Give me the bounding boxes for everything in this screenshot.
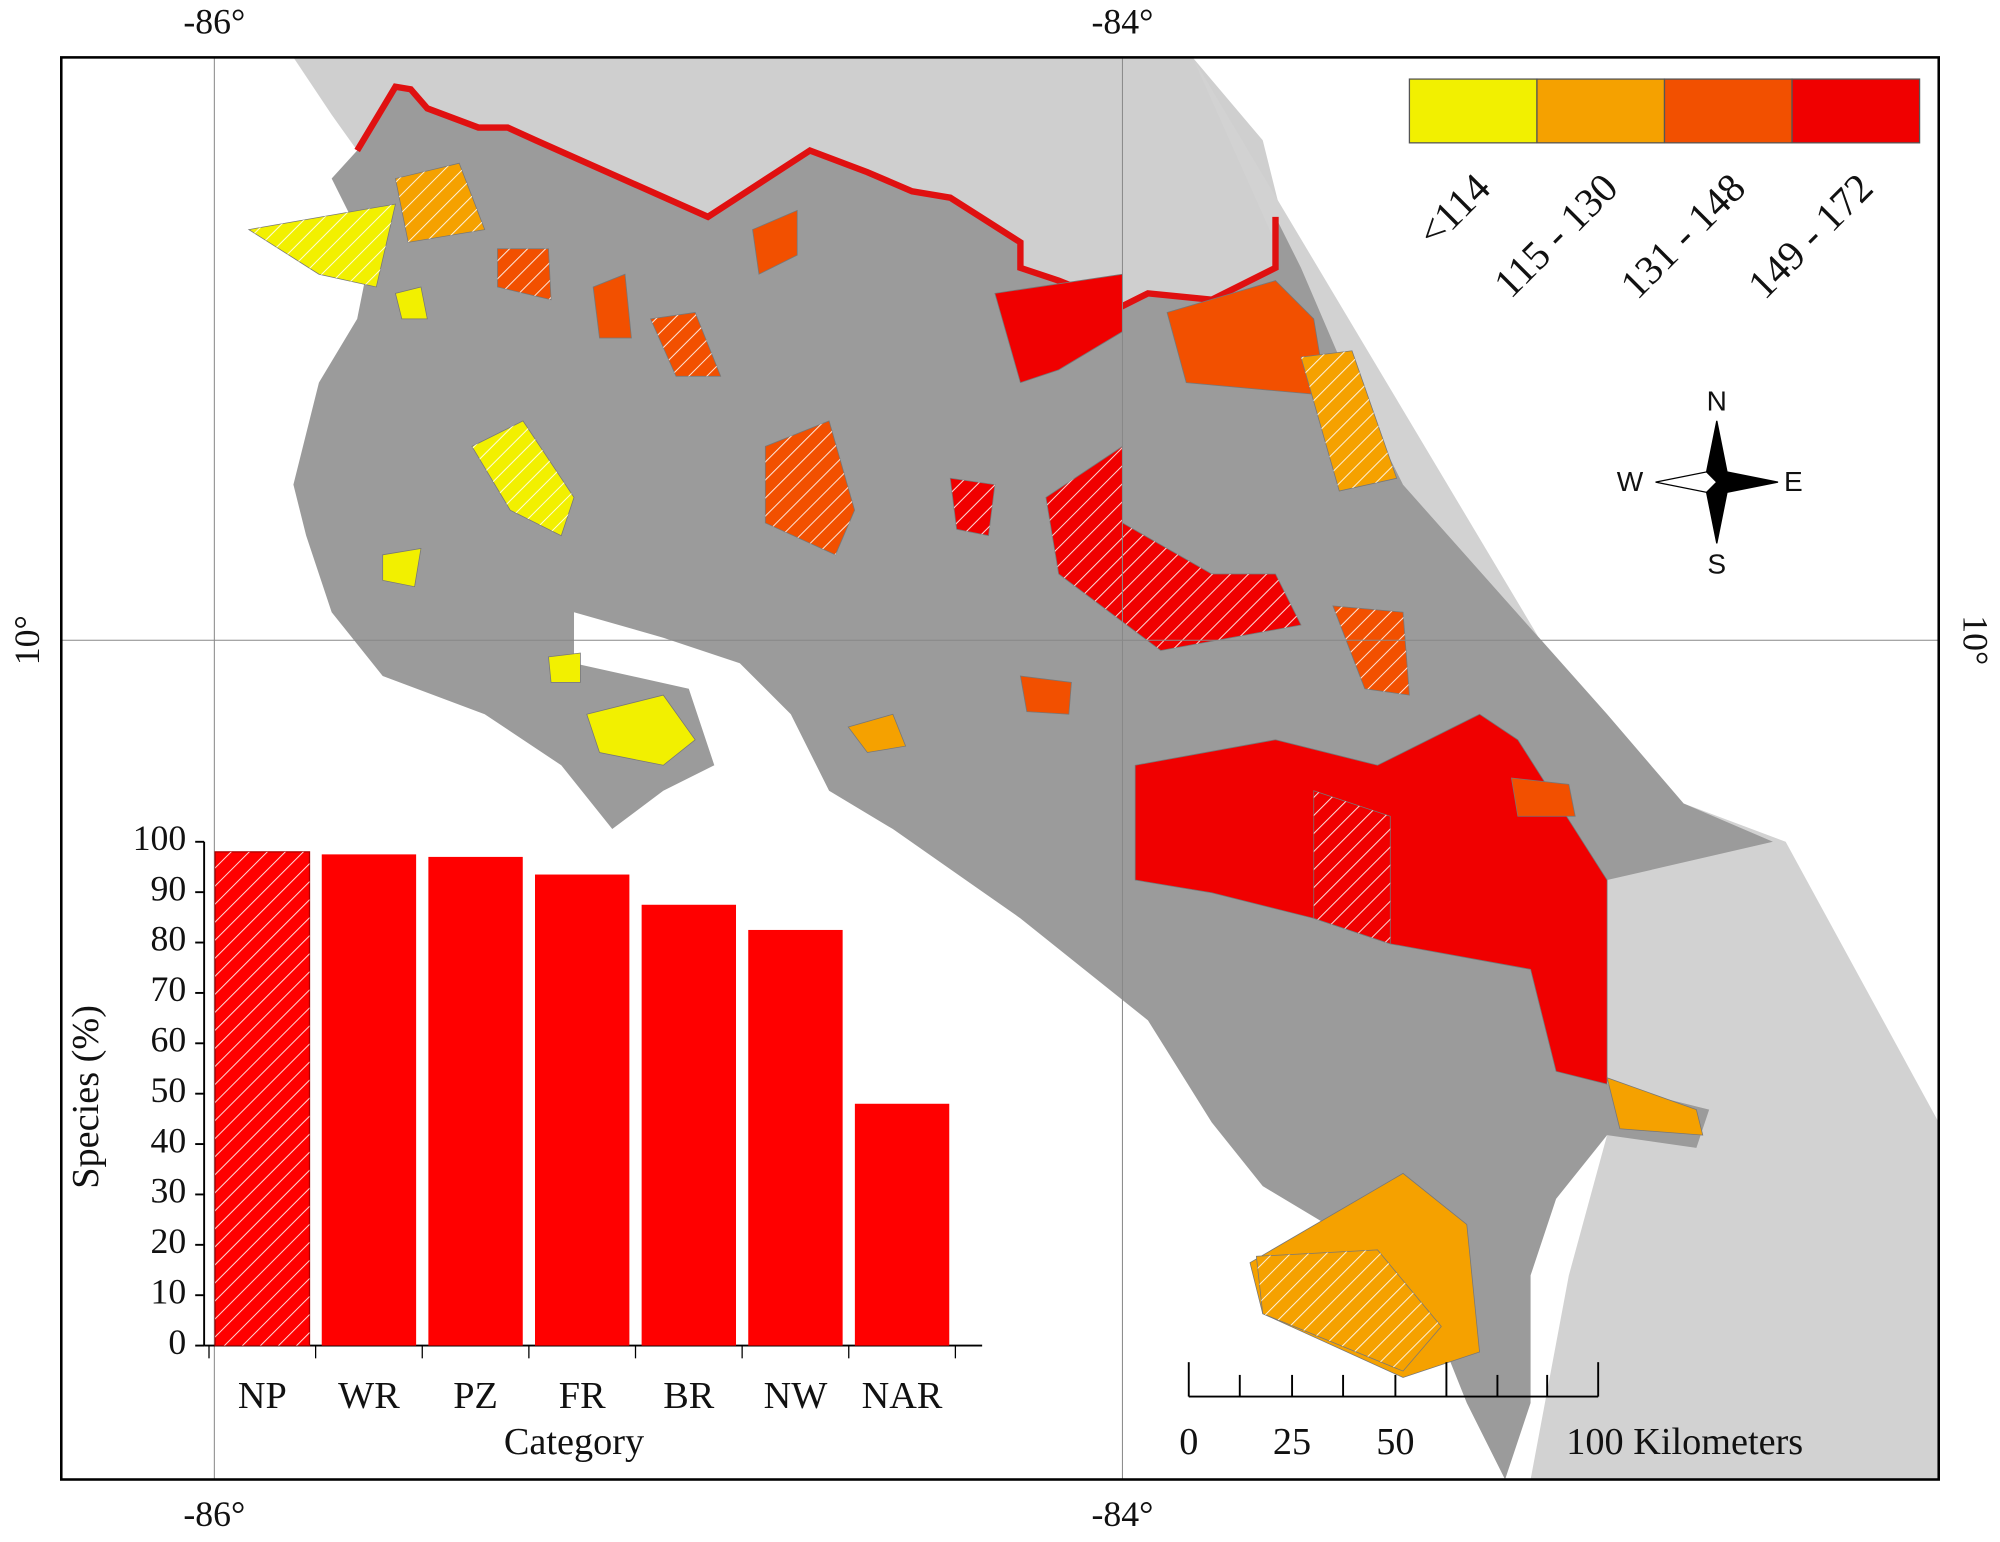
hatch-overlay [1256, 1249, 1442, 1372]
y-tick-label: 50 [151, 1070, 187, 1110]
scale-label: 50 [1376, 1421, 1414, 1463]
y-tick-label: 20 [151, 1221, 187, 1261]
legend-swatch [1791, 78, 1921, 144]
border-line [354, 83, 1279, 310]
protected-area [394, 286, 428, 320]
y-axis-title: Species (%) [65, 1005, 107, 1189]
hatch-overlay [395, 163, 485, 243]
y-tick-label: 80 [151, 919, 187, 959]
protected-area [752, 209, 798, 275]
protected-area [548, 652, 581, 683]
map-frame [60, 56, 1940, 1481]
x-axis-title: Category [504, 1421, 644, 1463]
protected-area [1606, 1077, 1704, 1136]
protected-area [1019, 675, 1072, 715]
lat-label: 10° [1956, 615, 1996, 665]
hatch-overlay [1332, 605, 1410, 696]
protected-area [994, 273, 1123, 384]
x-tick-label: WR [338, 1375, 400, 1417]
x-tick-label: FR [559, 1375, 606, 1417]
y-tick-label: 10 [151, 1271, 187, 1311]
lat-label: 10° [7, 615, 47, 665]
y-tick-label: 90 [151, 868, 187, 908]
panama-and-coast [1192, 57, 1939, 1480]
lon-label: -86° [183, 2, 245, 42]
y-tick-label: 30 [151, 1171, 187, 1211]
x-tick-label: NAR [862, 1375, 943, 1417]
nicaragua [293, 57, 1282, 307]
bar-hatch [215, 851, 310, 1346]
scale-label: 25 [1273, 1421, 1311, 1463]
protected-area [847, 713, 907, 753]
x-tick-label: NW [764, 1375, 829, 1417]
y-tick-label: 60 [151, 1019, 187, 1059]
hatch-overlay [950, 478, 995, 536]
hatch-overlay [471, 420, 575, 536]
bar [535, 874, 630, 1346]
hatch-overlay [248, 204, 396, 287]
hatch-overlay [1313, 790, 1391, 944]
scale-bar [1187, 1362, 1600, 1398]
protected-area [592, 273, 632, 339]
bar [428, 856, 523, 1346]
hatch-overlay [1045, 446, 1302, 651]
bar [748, 929, 843, 1346]
legend-swatch [1408, 78, 1538, 144]
compass-star [1715, 471, 1779, 494]
compass-label: N [1707, 385, 1727, 416]
y-tick-label: 0 [168, 1322, 186, 1362]
compass-label: S [1707, 549, 1726, 580]
bar [854, 1103, 950, 1346]
compass-label: W [1617, 466, 1644, 497]
hatch-overlay [650, 312, 721, 377]
costa-rica [293, 86, 1773, 1480]
protected-area [586, 694, 696, 766]
y-tick-label: 40 [151, 1120, 187, 1160]
bar [641, 904, 737, 1346]
hatch-overlay [1301, 350, 1397, 492]
y-tick-label: 70 [151, 969, 187, 1009]
scale-label: 0 [1179, 1421, 1198, 1463]
bar [321, 854, 417, 1346]
compass: N S W E [1617, 385, 1803, 579]
inset-chart: Species (%) Category 0 10 20 30 40 50 60 70 80 90… [65, 818, 983, 1463]
compass-label: E [1784, 466, 1803, 497]
legend-swatch [1663, 78, 1793, 144]
protected-area [382, 547, 422, 588]
protected-area [1510, 777, 1576, 817]
scale-label: 100 Kilometers [1566, 1421, 1803, 1463]
lon-label: -84° [1092, 1494, 1154, 1534]
lon-label: -86° [183, 1494, 245, 1534]
legend-swatch [1536, 78, 1666, 144]
y-tick-label: 100 [133, 818, 187, 858]
x-tick-label: NP [238, 1375, 287, 1417]
hatch-overlay [497, 248, 552, 300]
x-tick-label: BR [663, 1375, 715, 1417]
hatch-overlay [765, 420, 855, 555]
x-tick-label: PZ [453, 1375, 498, 1417]
lon-label: -84° [1092, 2, 1154, 42]
